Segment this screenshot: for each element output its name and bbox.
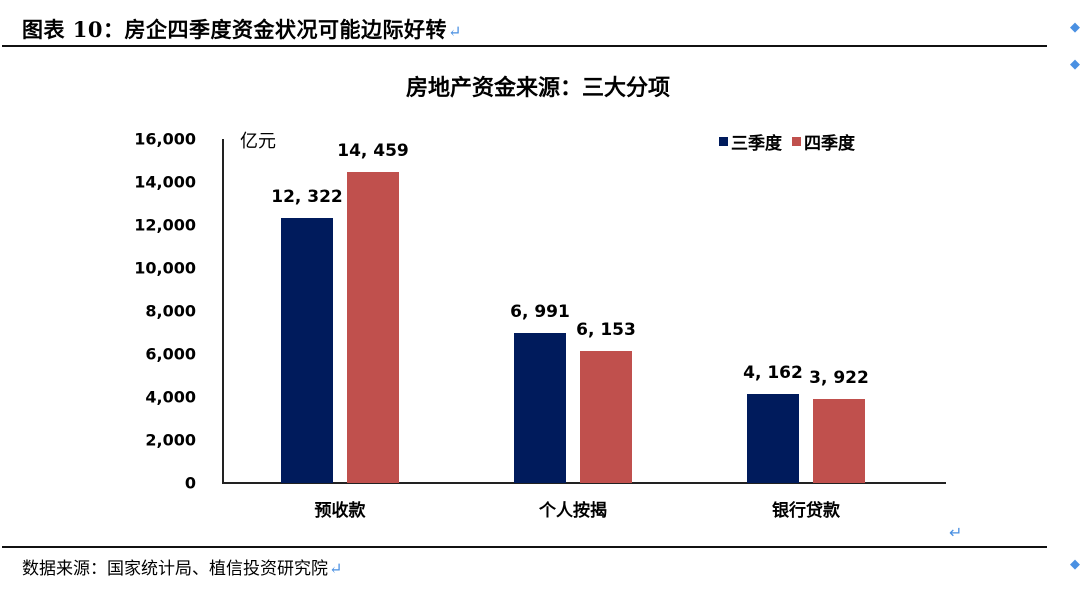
paragraph-mark-icon: ↵	[949, 523, 963, 542]
data-label: 3, 922	[809, 367, 869, 388]
bar	[747, 393, 799, 483]
paragraph-mark-icon: ↵	[448, 22, 462, 41]
data-label: 12, 322	[271, 187, 343, 208]
data-label: 6, 153	[576, 319, 636, 340]
y-tick-label: 16,000	[134, 129, 196, 149]
legend-item-q3: 三季度	[719, 129, 782, 154]
bar	[347, 172, 399, 483]
data-label: 6, 991	[510, 301, 570, 322]
bar	[813, 398, 865, 483]
y-tick-label: 2,000	[145, 430, 196, 450]
x-axis-line	[222, 482, 946, 484]
figure-title-text: 图表 10：房企四季度资金状况可能边际好转	[22, 17, 448, 42]
legend-label: 四季度	[804, 134, 855, 154]
paragraph-mark-icon: ↵	[329, 559, 343, 578]
legend-swatch-icon	[792, 137, 801, 146]
source-text: 数据来源：国家统计局、植信投资研究院	[22, 559, 328, 579]
y-tick-label: 10,000	[134, 258, 196, 278]
data-label: 14, 459	[337, 141, 409, 162]
y-tick-label: 6,000	[145, 344, 196, 364]
data-label: 4, 162	[743, 362, 803, 383]
y-tick-label: 4,000	[145, 387, 196, 407]
margin-marker-icon: ◆	[1070, 57, 1080, 72]
legend-swatch-icon	[719, 137, 728, 146]
legend-item-q4: 四季度	[792, 129, 855, 154]
top-rule	[2, 45, 1047, 47]
x-category-label: 个人按揭	[539, 501, 607, 521]
x-category-label: 预收款	[314, 501, 366, 521]
bar	[281, 218, 333, 483]
margin-marker-icon: ◆	[1070, 557, 1080, 572]
y-tick-label: 8,000	[145, 301, 196, 321]
bar	[514, 332, 566, 483]
legend: 三季度 四季度	[719, 129, 865, 154]
figure-title: 图表 10：房企四季度资金状况可能边际好转↵	[22, 14, 462, 44]
chart-title-text: 房地产资金来源：三大分项	[405, 75, 670, 101]
y-tick-label: 0	[184, 473, 196, 493]
bottom-rule	[2, 546, 1047, 548]
margin-marker-icon: ◆	[1070, 20, 1080, 35]
y-axis-unit: 亿元	[240, 131, 276, 152]
y-tick-label: 14,000	[134, 172, 196, 192]
y-tick-label: 12,000	[134, 215, 196, 235]
x-category-label: 银行贷款	[772, 501, 840, 521]
source-note: 数据来源：国家统计局、植信投资研究院↵	[22, 554, 342, 579]
chart-title: 房地产资金来源：三大分项	[0, 70, 1080, 102]
y-axis-line	[222, 139, 224, 484]
legend-label: 三季度	[731, 134, 782, 154]
bar	[580, 350, 632, 483]
